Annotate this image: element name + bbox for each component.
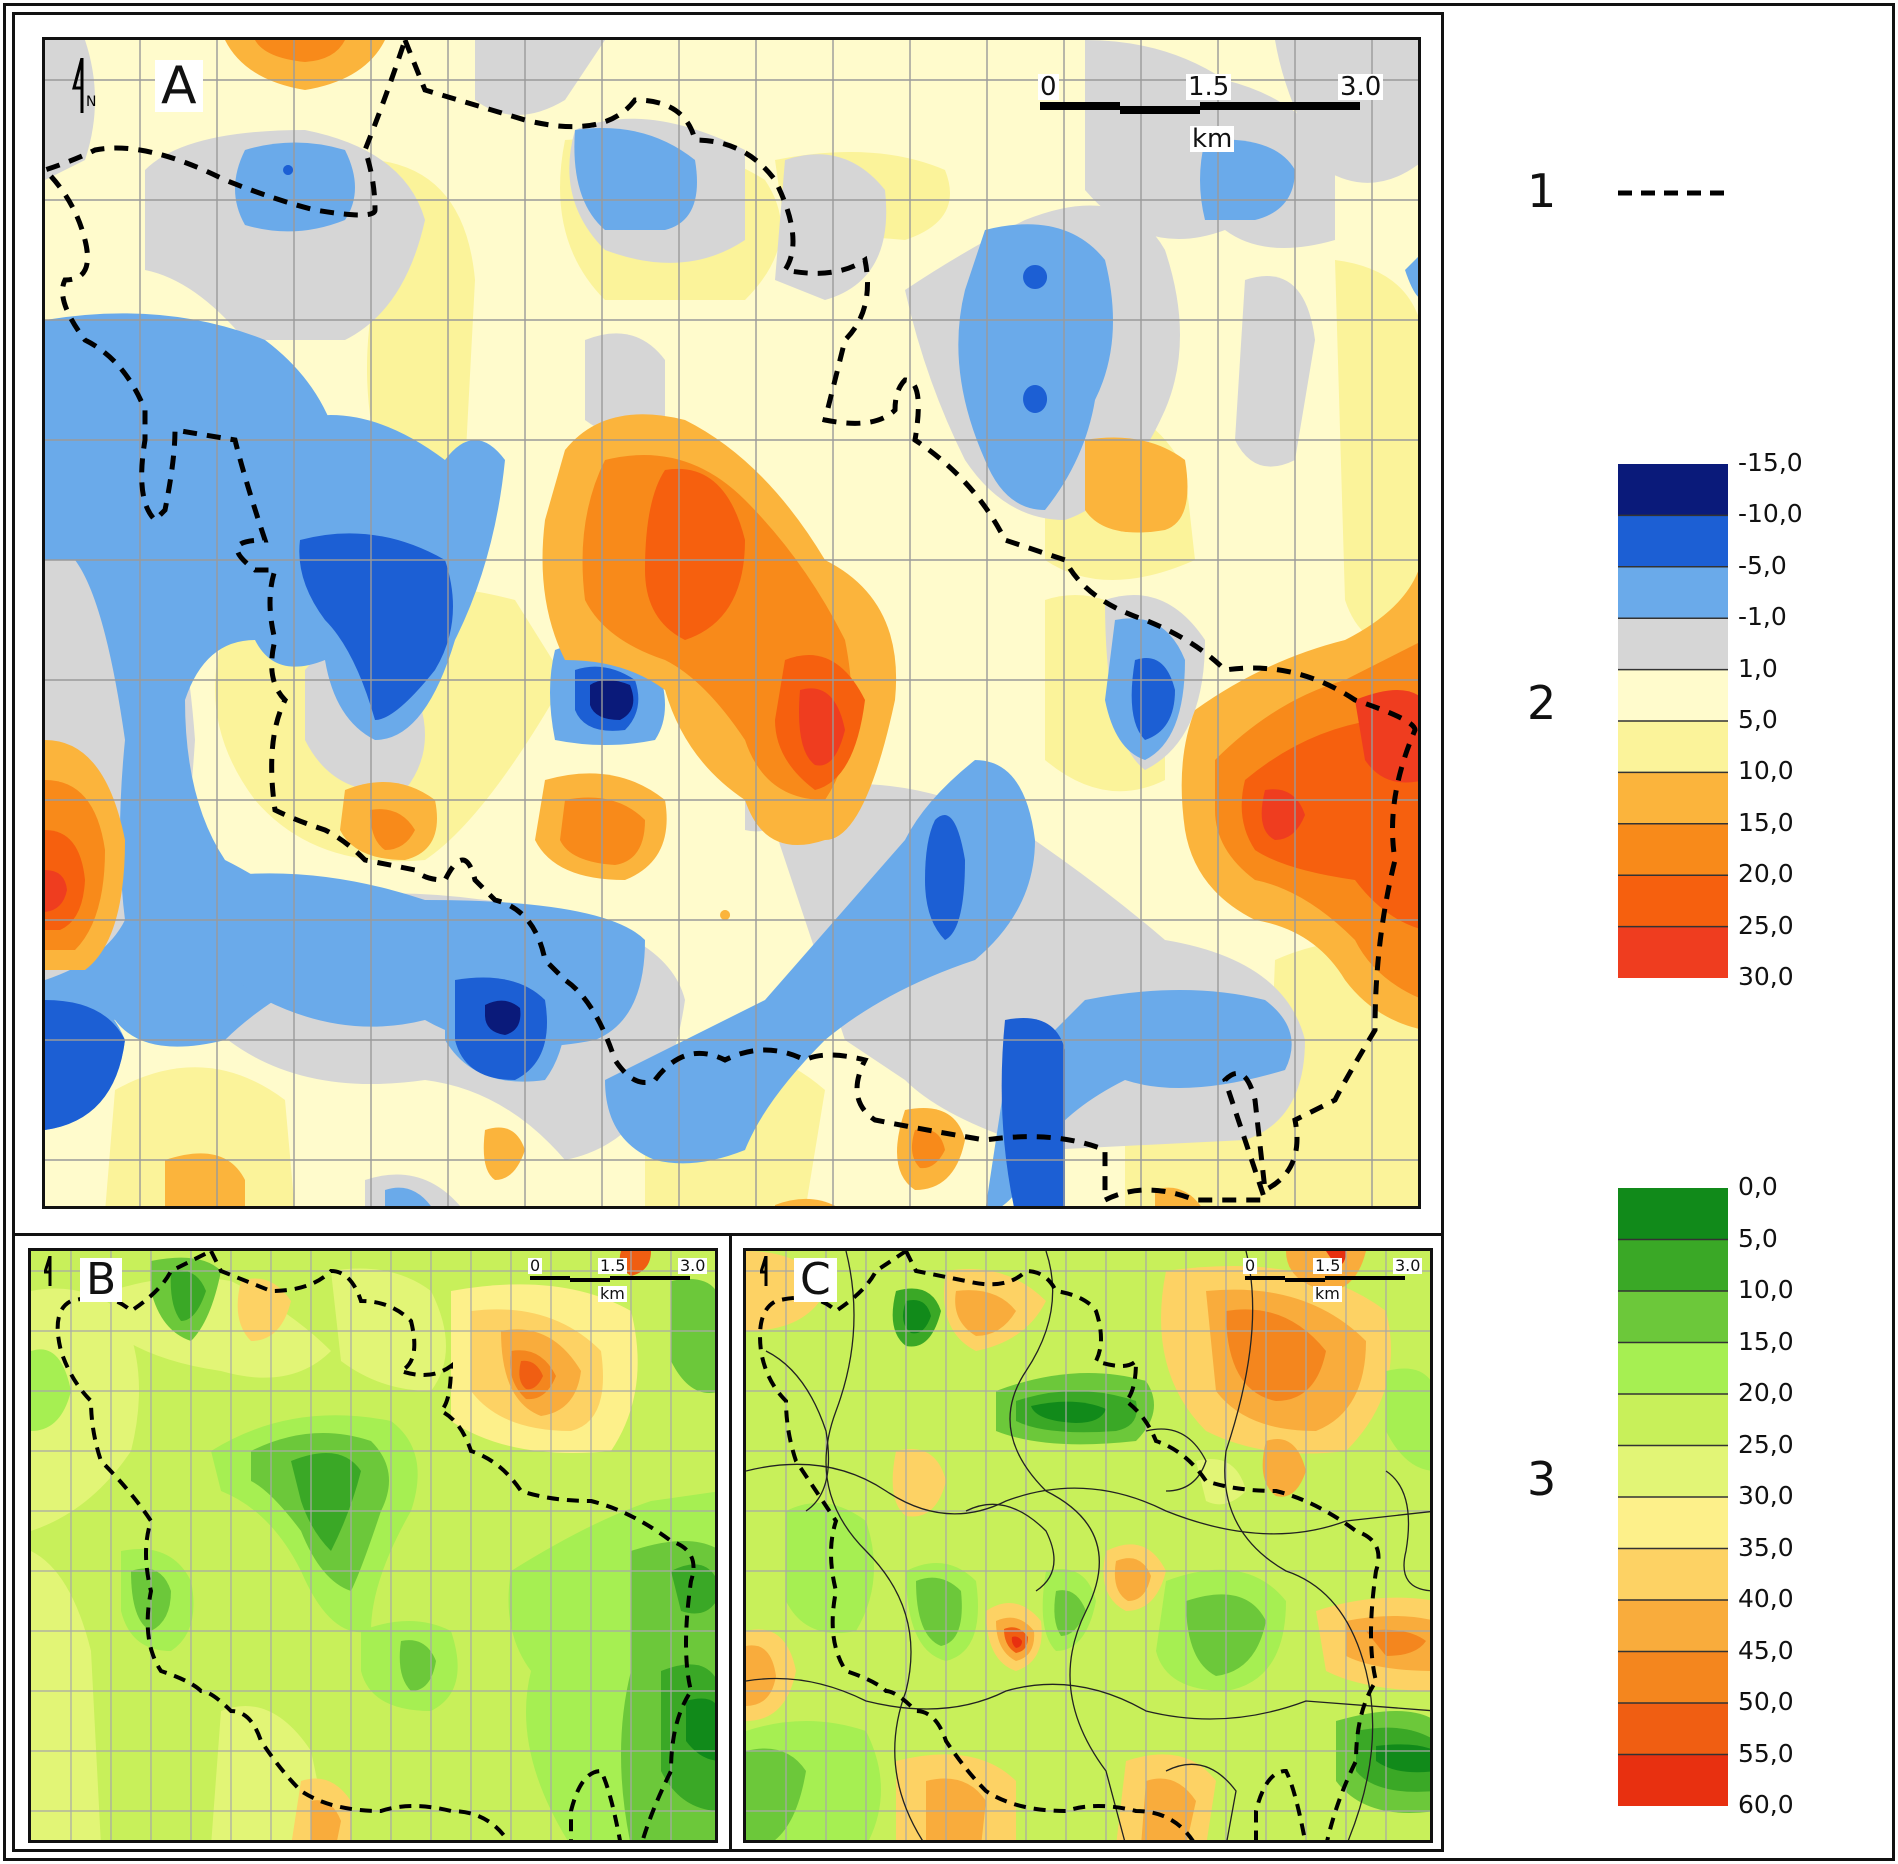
scalebar-c-2: 3.0 bbox=[1393, 1256, 1423, 1275]
legend-3-tick-label: 5,0 bbox=[1738, 1223, 1778, 1253]
legend-3-tick-label: 45,0 bbox=[1738, 1635, 1794, 1665]
legend-3-swatch-7 bbox=[1618, 1548, 1728, 1600]
legend-3-tick-label: 50,0 bbox=[1738, 1687, 1794, 1716]
legend-2-tick-label: 5,0 bbox=[1738, 705, 1778, 734]
map-a-contours bbox=[45, 40, 1418, 1206]
legend-3-tick-label: 0,0 bbox=[1738, 1172, 1778, 1201]
legend-3-swatch-11 bbox=[1618, 1754, 1728, 1806]
scalebar-b-2: 3.0 bbox=[678, 1256, 708, 1275]
scalebar-b-unit: km bbox=[598, 1284, 627, 1303]
scalebar-a-1: 1.5 bbox=[1186, 72, 1232, 102]
panel-letter-b: B bbox=[80, 1258, 123, 1302]
legend-3-tick-label: 10,0 bbox=[1738, 1275, 1794, 1304]
legend-2-tick-label: 15,0 bbox=[1738, 807, 1794, 837]
legend-3-swatch-10 bbox=[1618, 1703, 1728, 1755]
legend-2-number: 2 bbox=[1527, 676, 1557, 730]
legend-3-swatch-2 bbox=[1618, 1291, 1728, 1343]
legend-2-swatch-4 bbox=[1618, 669, 1728, 721]
scalebar-a-0: 0 bbox=[1038, 72, 1059, 102]
scalebar-a-2: 3.0 bbox=[1338, 72, 1384, 102]
map-panel-b bbox=[28, 1248, 718, 1843]
map-panel-a bbox=[42, 37, 1421, 1209]
legend-2-swatch-5 bbox=[1618, 721, 1728, 773]
legend-3-swatch-0 bbox=[1618, 1188, 1728, 1240]
scalebar-b-1: 1.5 bbox=[598, 1256, 628, 1275]
legend-3-swatch-1 bbox=[1618, 1239, 1728, 1291]
legend-3-tick-label: 20,0 bbox=[1738, 1378, 1794, 1407]
panel-divider-bottom-frame-c bbox=[729, 1233, 1444, 1852]
north-arrow-a: N bbox=[72, 57, 102, 118]
legend-3-tick-label: 15,0 bbox=[1738, 1326, 1794, 1356]
legend-2-swatch-3 bbox=[1618, 618, 1728, 670]
scalebar-b-0: 0 bbox=[528, 1256, 543, 1275]
scalebar-c-0: 0 bbox=[1243, 1256, 1258, 1275]
legend-2-tick-label: 25,0 bbox=[1738, 910, 1794, 940]
scalebar-a: 0 1.5 3.0 km bbox=[1038, 72, 1384, 154]
legend-2-swatch-0 bbox=[1618, 464, 1728, 516]
legend-2-tick-label: 10,0 bbox=[1738, 756, 1794, 786]
legend-3-tick-label: 30,0 bbox=[1738, 1481, 1794, 1510]
legend-2-tick-label: 20,0 bbox=[1738, 859, 1794, 889]
legend-3-swatch-6 bbox=[1618, 1497, 1728, 1549]
figure-frame bbox=[3, 3, 1895, 1861]
legend-3-swatch-4 bbox=[1618, 1394, 1728, 1446]
legend-3-swatch-9 bbox=[1618, 1651, 1728, 1703]
panel-letter-a: A bbox=[155, 60, 203, 112]
legend-2-swatch-7 bbox=[1618, 823, 1728, 876]
legend-1-number: 1 bbox=[1527, 164, 1557, 218]
legend-3-tick-label: 40,0 bbox=[1738, 1584, 1794, 1613]
legend-2-swatch-9 bbox=[1618, 926, 1728, 978]
north-arrow-b bbox=[42, 1255, 64, 1288]
legend-2-swatch-6 bbox=[1618, 772, 1728, 824]
legend-2-tick-label: -5,0 bbox=[1738, 550, 1787, 580]
north-arrow-c bbox=[758, 1255, 780, 1288]
legend-3-tick-label: 25,0 bbox=[1738, 1429, 1794, 1459]
legend-2-tick-label: -15,0 bbox=[1738, 448, 1803, 477]
legend-2-tick-label: 1,0 bbox=[1738, 653, 1778, 683]
map-panel-c bbox=[743, 1248, 1433, 1843]
legend-3-tick-label: 60,0 bbox=[1738, 1790, 1794, 1819]
legend-3-tick-label: 35,0 bbox=[1738, 1532, 1794, 1562]
legend-3-colorbar bbox=[1618, 1188, 1728, 1806]
legend-3-tick-label: 55,0 bbox=[1738, 1738, 1794, 1768]
legend-3-swatch-5 bbox=[1618, 1445, 1728, 1497]
scalebar-c-1: 1.5 bbox=[1313, 1256, 1343, 1275]
legend-3-swatch-8 bbox=[1618, 1600, 1728, 1652]
north-letter-a: N bbox=[86, 94, 97, 110]
legend-3-number: 3 bbox=[1527, 1452, 1557, 1506]
legend-2-swatch-2 bbox=[1618, 566, 1728, 619]
map-c-contours bbox=[746, 1251, 1430, 1840]
legend-3-swatch-3 bbox=[1618, 1342, 1728, 1394]
legend-2-colorbar bbox=[1618, 464, 1728, 978]
scalebar-c: 0 1.5 3.0 km bbox=[1243, 1258, 1423, 1308]
map-b-contours bbox=[31, 1251, 715, 1840]
legend-2-tick-label: -1,0 bbox=[1738, 602, 1787, 632]
scalebar-a-unit: km bbox=[1190, 124, 1235, 154]
legend-1-boundary-symbol bbox=[1618, 182, 1728, 196]
panel-letter-c: C bbox=[794, 1258, 837, 1302]
legend-2-tick-label: -10,0 bbox=[1738, 499, 1803, 529]
legend-2-tick-label: 30,0 bbox=[1738, 962, 1794, 991]
legend-2-swatch-1 bbox=[1618, 515, 1728, 567]
legend-2-swatch-8 bbox=[1618, 875, 1728, 927]
scalebar-c-unit: km bbox=[1313, 1284, 1342, 1303]
scalebar-b: 0 1.5 3.0 km bbox=[528, 1258, 708, 1308]
